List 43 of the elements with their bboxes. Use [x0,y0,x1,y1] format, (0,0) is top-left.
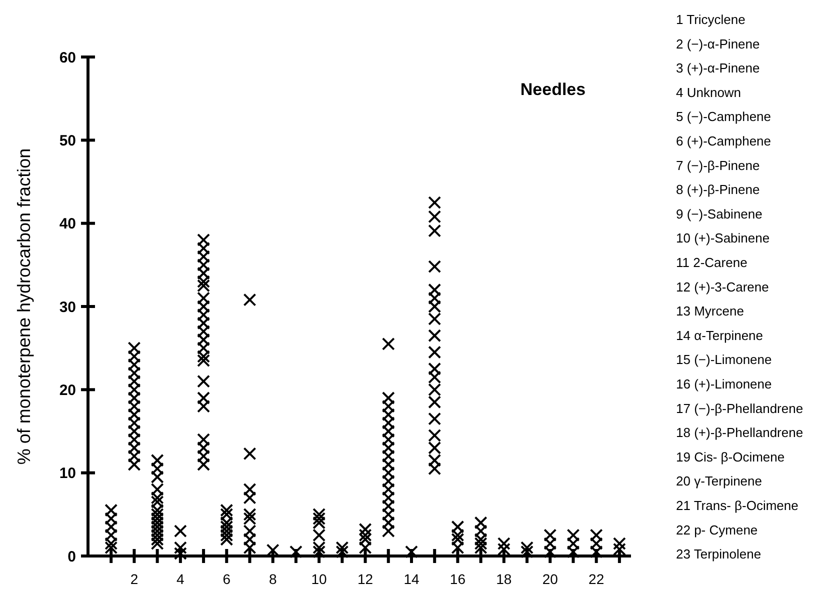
x-tick-label: 22 [588,571,604,587]
y-axis-title: % of monoterpene hydrocarbon fraction [14,148,34,465]
x-tick-label: 16 [450,571,466,587]
text: Needles [520,80,586,99]
x-tick-label: 2 [130,571,138,587]
x-tick-label: 8 [268,571,277,587]
x-tick-label: 14 [404,571,420,587]
text: 23 Terpinolene [676,546,762,562]
text: 10 (+)-Sabinene [676,230,770,246]
text: 12 (+)-3-Carene [676,279,769,294]
y-tick-label: 0 [68,548,76,566]
y-tick-label: 30 [59,298,76,316]
y-tick-label: 20 [59,382,76,399]
y-tick-label: 50 [59,132,76,150]
text: 13 Myrcene [676,304,744,319]
text: 22 p- Cymene [676,522,758,538]
text: 14 α-Terpinene [676,328,764,343]
x-tick-label: 10 [311,571,328,587]
text: 17 (−)-β-Phellandrene [676,400,804,416]
y-tick-label: 10 [59,465,76,482]
x-tick-label: 20 [542,571,558,587]
text: 7 (−)-β-Pinene [676,158,760,173]
text: 2 (−)-α-Pinene [676,36,760,52]
text: 8 (+)-β-Pinene [676,182,760,198]
text: 20 γ-Terpinene [676,474,762,489]
y-tick-label: 40 [59,216,76,233]
text: 15 (−)-Limonene [676,352,772,368]
text: 3 (+)-α-Pinene [676,60,760,76]
text: 6 (+)-Camphene [676,134,772,148]
text: 4 Unknown [676,84,742,100]
text: 5 (−)-Camphene [676,109,772,124]
x-tick-label: 12 [357,571,374,587]
x-tick-label: 4 [176,571,185,587]
text: 1 Tricyclene [676,12,746,27]
text: 11 2-Carene [676,255,748,270]
text: 21 Trans- β-Ocimene [676,498,798,513]
text: 9 (−)-Sabinene [676,206,762,222]
x-tick-label: 6 [222,571,231,587]
y-tick-label: 60 [59,49,76,66]
text: 18 (+)-β-Phellandrene [676,425,804,440]
text: 16 (+)-Limonene [676,376,772,392]
text: 19 Cis- β-Ocimene [676,449,785,464]
x-tick-label: 18 [496,571,512,587]
